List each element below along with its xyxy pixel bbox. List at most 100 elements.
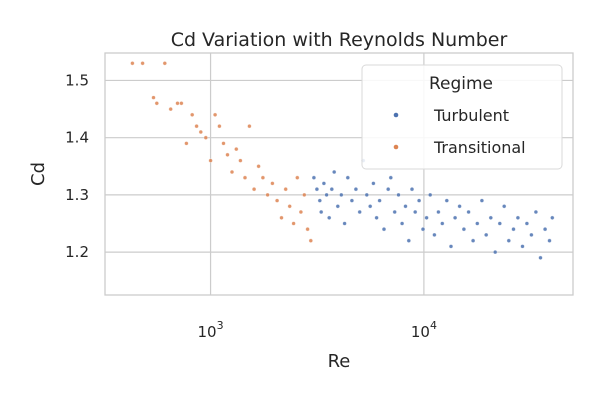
data-point bbox=[417, 198, 422, 203]
data-point bbox=[533, 209, 538, 215]
data-point bbox=[475, 221, 480, 226]
data-point bbox=[432, 232, 437, 237]
data-point bbox=[515, 215, 520, 220]
data-point bbox=[327, 215, 332, 220]
data-point bbox=[547, 238, 552, 243]
data-point bbox=[311, 175, 316, 180]
data-point bbox=[502, 204, 507, 209]
data-point bbox=[368, 204, 373, 209]
data-point bbox=[484, 232, 489, 237]
data-point bbox=[298, 209, 303, 215]
data-point bbox=[332, 169, 337, 175]
data-point bbox=[529, 232, 534, 237]
data-point bbox=[479, 198, 484, 203]
data-point bbox=[270, 181, 275, 186]
data-point bbox=[213, 112, 218, 117]
data-point bbox=[335, 204, 340, 209]
data-point bbox=[400, 221, 405, 226]
data-point bbox=[279, 215, 284, 220]
legend-marker bbox=[393, 112, 399, 118]
data-point bbox=[497, 221, 502, 226]
data-point bbox=[175, 101, 180, 106]
data-point bbox=[345, 175, 350, 180]
data-point bbox=[471, 238, 476, 243]
data-point bbox=[466, 209, 471, 215]
y-tick-label: 1.3 bbox=[65, 186, 89, 204]
data-point bbox=[448, 244, 454, 249]
legend-box bbox=[361, 64, 563, 170]
data-point bbox=[203, 135, 208, 140]
x-tick-label: 103 bbox=[198, 319, 224, 341]
data-point bbox=[538, 255, 543, 260]
y-axis-ticks: 1.2 1.3 1.4 1.5 bbox=[65, 71, 89, 261]
data-point bbox=[420, 227, 426, 232]
data-point bbox=[329, 187, 334, 192]
data-point bbox=[247, 124, 252, 129]
data-point bbox=[444, 198, 449, 203]
data-point bbox=[234, 147, 239, 152]
data-point bbox=[374, 215, 379, 220]
data-point bbox=[461, 227, 466, 232]
data-point bbox=[409, 187, 415, 192]
chart-title: Cd Variation with Reynolds Number bbox=[171, 29, 508, 51]
data-point bbox=[260, 175, 265, 180]
data-point bbox=[225, 152, 230, 157]
data-point bbox=[364, 192, 369, 197]
data-point bbox=[198, 129, 203, 135]
data-point bbox=[275, 198, 280, 203]
data-point bbox=[386, 187, 391, 192]
data-point bbox=[543, 227, 548, 232]
data-point bbox=[321, 181, 326, 186]
data-point bbox=[493, 250, 498, 255]
data-point bbox=[242, 175, 248, 180]
x-axis-label: Re bbox=[328, 351, 351, 372]
data-point bbox=[287, 204, 292, 209]
x-tick-label: 104 bbox=[411, 319, 437, 341]
data-point bbox=[162, 61, 167, 66]
legend-label: Turbulent bbox=[433, 106, 509, 125]
data-point bbox=[154, 101, 159, 106]
data-point bbox=[396, 192, 401, 197]
data-point bbox=[353, 187, 358, 192]
y-tick-label: 1.5 bbox=[65, 71, 89, 89]
data-point bbox=[424, 215, 429, 220]
data-point bbox=[295, 175, 300, 180]
data-point bbox=[319, 209, 324, 215]
data-point bbox=[453, 215, 458, 220]
data-point bbox=[256, 164, 261, 169]
data-point bbox=[342, 221, 347, 226]
data-point bbox=[208, 158, 213, 163]
data-point bbox=[403, 204, 408, 209]
data-point bbox=[302, 192, 307, 197]
data-point bbox=[520, 244, 525, 249]
data-point bbox=[238, 158, 243, 163]
legend: Regime Turbulent Transitional bbox=[361, 64, 563, 170]
data-point bbox=[506, 238, 511, 243]
y-tick-label: 1.2 bbox=[65, 243, 89, 261]
data-point bbox=[184, 141, 189, 146]
y-tick-label: 1.4 bbox=[65, 129, 89, 147]
data-point bbox=[511, 227, 516, 232]
data-point bbox=[229, 169, 235, 175]
data-point bbox=[457, 204, 462, 209]
data-point bbox=[217, 124, 222, 129]
data-point bbox=[357, 209, 362, 215]
data-point bbox=[413, 209, 418, 215]
data-point bbox=[283, 187, 288, 192]
data-point bbox=[291, 221, 296, 226]
data-point bbox=[308, 238, 313, 243]
data-point bbox=[406, 238, 411, 243]
y-axis-label: Cd bbox=[28, 162, 49, 186]
data-point bbox=[524, 221, 529, 226]
legend-marker bbox=[393, 144, 399, 150]
data-point bbox=[221, 141, 226, 146]
data-point bbox=[305, 227, 310, 232]
data-point bbox=[339, 192, 344, 197]
legend-label: Transitional bbox=[433, 138, 526, 157]
data-point bbox=[392, 209, 397, 215]
data-point bbox=[371, 181, 376, 186]
data-point bbox=[428, 192, 433, 197]
plot-frame bbox=[104, 52, 574, 296]
data-point bbox=[168, 107, 173, 112]
